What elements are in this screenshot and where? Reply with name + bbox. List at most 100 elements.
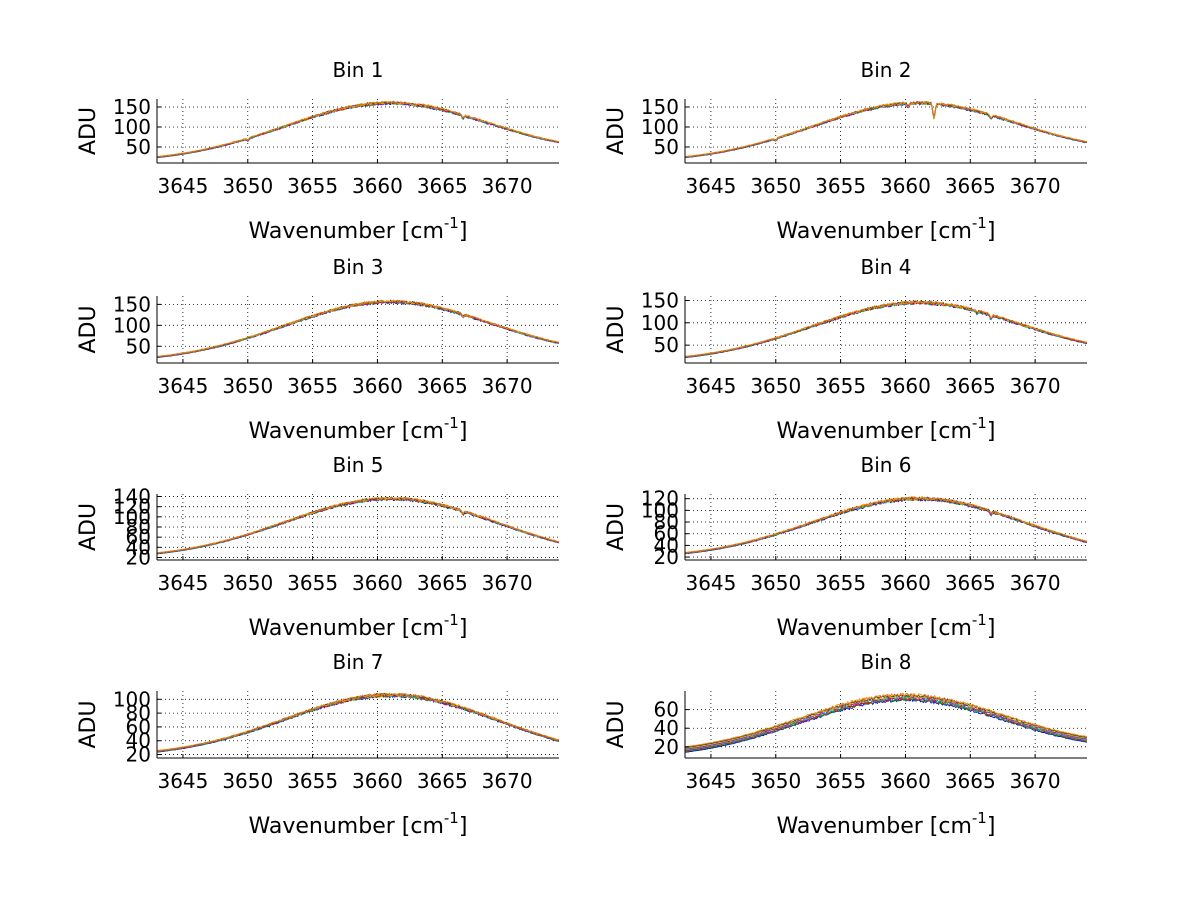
spectrum-series-line xyxy=(685,695,1087,751)
spectrum-series-line xyxy=(157,100,559,157)
x-tick-label: 3650 xyxy=(750,174,801,198)
x-axis-label: Wavenumber [cm-1] xyxy=(249,214,468,244)
subplot-title: Bin 7 xyxy=(332,650,383,674)
subplot-bin-5: 3645 3650 3655 3660 3665 3670 2040608010012014… xyxy=(76,453,559,641)
spectrum-series-line xyxy=(157,300,559,358)
spectrum-series-line xyxy=(685,100,1087,158)
spectrum-series-line xyxy=(685,300,1087,358)
x-axis-label: Wavenumber [cm-1] xyxy=(777,809,996,839)
y-tick-label: 50 xyxy=(654,135,679,159)
x-tick-label: 3660 xyxy=(352,174,403,198)
y-axis-label: ADU xyxy=(76,107,101,155)
x-tick-label: 3665 xyxy=(945,374,996,398)
spectrum-series-line xyxy=(157,496,559,554)
x-axis-label-text: Wavenumber [cm xyxy=(249,419,444,444)
spectrum-series-line xyxy=(157,693,559,753)
x-tick-label: 3670 xyxy=(1010,174,1061,198)
x-tick-label: 3655 xyxy=(287,174,338,198)
spectrum-series-line xyxy=(685,100,1087,157)
y-tick-label: 60 xyxy=(126,715,151,739)
x-tick-label: 3670 xyxy=(1010,374,1061,398)
x-tick-label: 3645 xyxy=(685,174,736,198)
x-tick-label: 3670 xyxy=(482,769,533,793)
plot-area xyxy=(157,692,559,753)
y-tick-label: 40 xyxy=(126,729,151,753)
x-tick-label: 3665 xyxy=(945,174,996,198)
spectrum-series-line xyxy=(157,101,559,158)
x-tick-label: 3650 xyxy=(222,571,273,595)
spectrum-series-line xyxy=(157,300,559,358)
y-tick-label: 20 xyxy=(654,735,679,759)
y-tick-label: 100 xyxy=(641,498,679,522)
x-tick-label: 3660 xyxy=(352,374,403,398)
x-tick-label: 3655 xyxy=(287,374,338,398)
y-tick-label: 40 xyxy=(654,533,679,557)
spectrum-series-line xyxy=(685,495,1087,554)
y-tick-label: 100 xyxy=(113,505,151,529)
x-tick-label: 3650 xyxy=(222,374,273,398)
spectrum-series-line xyxy=(685,496,1087,554)
y-tick-label: 100 xyxy=(641,311,679,335)
y-tick-label: 60 xyxy=(654,698,679,722)
x-tick-label: 3665 xyxy=(945,571,996,595)
x-tick-label: 3645 xyxy=(685,769,736,793)
x-axis-label-superscript: -1 xyxy=(972,809,987,827)
x-axis-label: Wavenumber [cm-1] xyxy=(777,611,996,641)
y-tick-label: 50 xyxy=(126,334,151,358)
x-tick-label: 3645 xyxy=(157,769,208,793)
x-axis-label-superscript: -1 xyxy=(444,214,459,232)
x-axis-label-text: Wavenumber [cm xyxy=(777,616,972,641)
spectrum-series-line xyxy=(157,496,559,554)
spectrum-series-line xyxy=(685,301,1087,358)
subplot-title: Bin 3 xyxy=(332,255,383,279)
x-axis-label-end: ] xyxy=(459,219,468,244)
spectrum-series-line xyxy=(685,301,1087,358)
spectrum-series-line xyxy=(685,495,1087,553)
y-tick-label: 120 xyxy=(641,487,679,511)
spectrum-series-line xyxy=(157,693,559,753)
x-axis-label-superscript: -1 xyxy=(972,414,987,432)
subplot-title: Bin 2 xyxy=(860,58,911,82)
x-axis-label-end: ] xyxy=(459,814,468,839)
spectrum-series-line xyxy=(685,101,1087,158)
x-axis-label-end: ] xyxy=(987,616,996,641)
x-tick-label: 3650 xyxy=(222,174,273,198)
spectrum-series-line xyxy=(685,696,1087,752)
y-tick-label: 20 xyxy=(126,545,151,569)
x-tick-label: 3650 xyxy=(750,374,801,398)
spectrum-series-line xyxy=(157,692,559,751)
x-tick-label: 3645 xyxy=(685,374,736,398)
x-axis-label: Wavenumber [cm-1] xyxy=(249,809,468,839)
x-axis-label: Wavenumber [cm-1] xyxy=(249,414,468,444)
x-tick-label: 3670 xyxy=(482,174,533,198)
y-tick-label: 120 xyxy=(113,495,151,519)
x-axis-label-text: Wavenumber [cm xyxy=(249,219,444,244)
x-tick-label: 3660 xyxy=(880,374,931,398)
x-tick-label: 3670 xyxy=(482,571,533,595)
x-tick-label: 3650 xyxy=(750,769,801,793)
spectrum-series-line xyxy=(157,300,559,358)
plot-area xyxy=(157,100,559,159)
spectrum-series-line xyxy=(157,693,559,752)
y-axis-label: ADU xyxy=(76,700,101,748)
y-axis-label: ADU xyxy=(604,700,629,748)
x-tick-label: 3660 xyxy=(352,571,403,595)
y-axis-label: ADU xyxy=(604,305,629,353)
y-tick-label: 140 xyxy=(113,485,151,509)
x-tick-label: 3655 xyxy=(815,769,866,793)
x-tick-label: 3660 xyxy=(880,174,931,198)
x-axis-label-text: Wavenumber [cm xyxy=(249,814,444,839)
plot-area xyxy=(685,299,1087,359)
spectrum-series-line xyxy=(157,693,559,752)
x-tick-label: 3650 xyxy=(750,571,801,595)
spectrum-series-line xyxy=(685,101,1087,158)
subplot-title: Bin 6 xyxy=(860,453,911,477)
y-tick-label: 80 xyxy=(654,510,679,534)
spectrum-series-line xyxy=(685,101,1087,158)
